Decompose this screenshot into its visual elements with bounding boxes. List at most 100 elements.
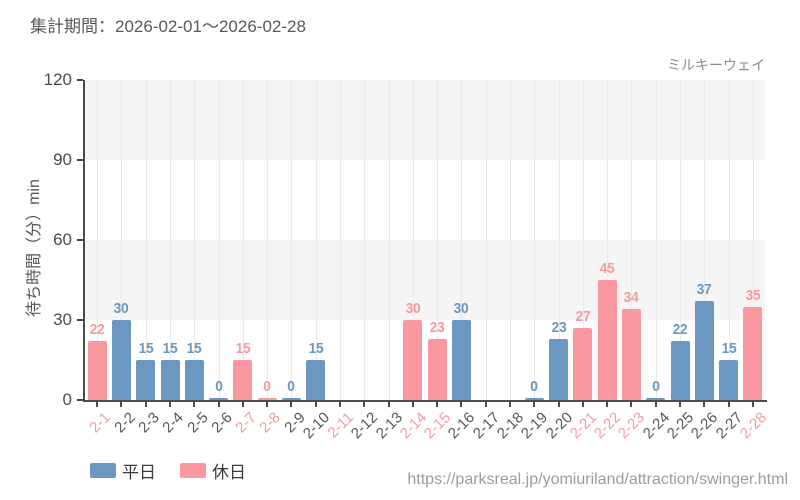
vertical-gridline [437,80,439,400]
x-tick-mark [581,402,584,407]
bar-value-label: 0 [287,378,296,395]
x-tick-mark [484,402,487,407]
bar-value-label: 15 [721,340,736,357]
x-tick-mark [727,402,730,407]
bar-2-10[interactable] [306,360,326,400]
x-tick-mark [266,402,269,407]
x-tick-mark [654,402,657,407]
vertical-gridline [340,80,341,400]
bar-2-28[interactable] [743,306,763,400]
vertical-gridline [607,80,609,400]
legend-swatch-holiday[interactable] [180,463,206,478]
bar-2-9[interactable] [281,398,301,400]
bar-value-label: 22 [672,321,688,339]
vertical-gridline [655,80,657,400]
x-tick-mark [169,402,171,407]
x-tick-mark [96,402,99,407]
x-tick-mark [751,402,754,407]
y-tick-mark [77,399,83,401]
bar-2-15[interactable] [427,338,447,400]
bar-2-4[interactable] [160,360,180,400]
x-tick-mark [606,402,609,407]
vertical-gridline [485,80,487,400]
bar-2-21[interactable] [573,328,593,400]
bar-value-label: 15 [235,340,251,357]
bar-value-label: 15 [186,340,202,357]
bar-2-26[interactable] [694,301,714,400]
x-tick-mark [557,402,560,407]
y-axis-line [83,80,85,402]
vertical-gridline [680,80,681,400]
bar-2-14[interactable] [403,320,423,400]
bar-2-22[interactable] [597,280,617,400]
bar-value-label: 30 [114,300,129,317]
x-tick-label: 2-5 [183,409,212,437]
x-tick-mark [436,402,439,407]
x-tick-label: 2-8 [256,409,285,437]
report-period-label: 集計期間：2026-02-01～2026-02-28 [30,17,306,36]
bar-value-label: 35 [745,286,761,304]
y-tick-mark [77,319,83,321]
vertical-gridline [704,80,706,400]
bar-2-25[interactable] [670,341,690,400]
bar-value-label: 0 [214,378,223,395]
bar-value-label: 45 [599,260,615,277]
vertical-gridline [121,80,123,400]
bar-2-5[interactable] [184,360,204,400]
plot-band [85,240,765,320]
bar-value-label: 15 [162,340,178,357]
vertical-gridline [97,80,99,400]
bar-2-16[interactable] [451,320,471,400]
x-tick-mark [363,402,366,407]
bar-2-23[interactable] [621,309,641,400]
x-tick-mark [217,402,220,407]
x-tick-mark [339,402,341,407]
y-tick-mark [77,159,83,161]
bar-2-20[interactable] [549,338,569,400]
x-tick-mark [290,402,293,407]
vertical-gridline [582,80,584,400]
vertical-gridline [194,80,196,400]
vertical-gridline [242,80,244,400]
y-tick-label: 60 [53,230,72,249]
vertical-gridline [558,80,560,400]
bar-2-7[interactable] [233,360,253,400]
x-tick-mark [314,402,317,407]
x-tick-mark [120,402,123,407]
bar-2-1[interactable] [87,341,107,400]
x-tick-label: 2-2 [111,409,139,437]
x-tick-label: 2-3 [135,409,163,437]
legend-label-holiday[interactable]: 休日 [212,463,246,482]
vertical-gridline [267,80,269,400]
y-tick-mark [77,79,83,81]
x-tick-label: 2-4 [159,409,188,437]
bar-2-3[interactable] [136,360,156,400]
legend-swatch-weekday[interactable] [90,463,116,478]
bar-2-24[interactable] [646,398,666,400]
bar-value-label: 0 [530,378,539,395]
bar-2-27[interactable] [719,360,739,400]
vertical-gridline [510,80,511,400]
legend-label-weekday[interactable]: 平日 [122,463,156,482]
bar-value-label: 34 [624,289,639,307]
bar-value-label: 0 [651,378,660,395]
x-tick-mark [193,402,196,407]
x-tick-mark [144,402,147,407]
bar-2-19[interactable] [524,398,544,400]
vertical-gridline [364,80,366,400]
bar-value-label: 27 [575,308,591,325]
y-tick-label: 120 [43,70,72,89]
x-tick-mark [703,402,706,407]
bar-2-8[interactable] [257,398,277,400]
x-tick-mark [533,402,536,407]
x-axis-line [83,400,767,402]
bar-2-6[interactable] [209,398,229,400]
attraction-name-label: ミルキーウェイ [667,57,765,73]
bar-2-2[interactable] [111,320,131,400]
x-tick-mark [630,402,633,407]
bar-value-label: 37 [696,281,712,299]
bar-value-label: 22 [89,321,105,339]
y-tick-mark [77,239,83,241]
y-tick-label: 0 [62,390,72,409]
y-tick-label: 90 [53,150,72,169]
